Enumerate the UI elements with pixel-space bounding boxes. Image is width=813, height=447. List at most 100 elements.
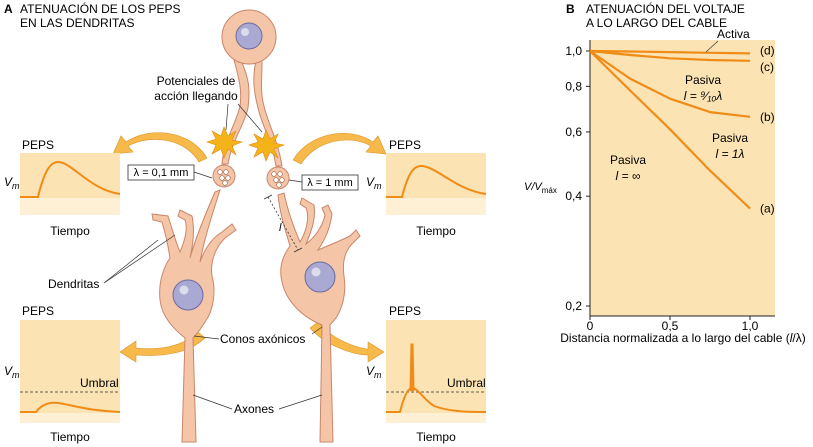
nucleus-icon bbox=[304, 261, 336, 293]
leader-axons-left bbox=[192, 394, 233, 410]
y-tick-label: 0,6 bbox=[565, 125, 582, 139]
panel-b-title-line2: A LO LARGO DEL CABLE bbox=[586, 16, 727, 30]
y-tick-label: 1,0 bbox=[565, 44, 582, 58]
series-label-c: (c) bbox=[760, 60, 774, 74]
leader-cones-left bbox=[193, 335, 220, 340]
bouton-left bbox=[212, 164, 236, 188]
graph-panel bbox=[20, 320, 120, 423]
panel-b: B ATENUACIÓN DEL VOLTAJE A LO LARGO DEL … bbox=[524, 1, 806, 345]
epsp-trace bbox=[386, 386, 487, 413]
graph-ylabel: Vm bbox=[366, 175, 382, 191]
spark-icon-left bbox=[206, 126, 244, 159]
nucleus-highlight-icon bbox=[311, 267, 321, 277]
length-label: l bbox=[279, 222, 282, 234]
chart-ylabel: V/Vmáx bbox=[524, 181, 557, 195]
leader-cones-right bbox=[311, 326, 323, 335]
graph-baseline-band bbox=[20, 413, 120, 423]
series-line-b bbox=[589, 50, 751, 118]
label-pasiva-b: Pasiva bbox=[712, 131, 748, 145]
chart-y-ticks: 1,0 0,8 0,6 0,4 0,2 bbox=[565, 44, 590, 313]
arrow-up-left bbox=[112, 132, 208, 163]
leader-dendrites-2 bbox=[103, 234, 176, 284]
panel-a-title-line1: ATENUACIÓN DE LOS PEPS bbox=[20, 1, 180, 16]
label-potentials-line2: acción llegando bbox=[154, 89, 238, 103]
label-pasiva-a-eq: l = ∞ bbox=[616, 169, 641, 183]
graph-title: PEPS bbox=[389, 138, 421, 152]
epsp-trace bbox=[20, 160, 121, 198]
threshold-label-right: Umbral bbox=[447, 376, 486, 390]
epsp-trace bbox=[20, 401, 121, 413]
y-tick-label: 0,4 bbox=[565, 189, 582, 203]
chart-x-ticks: 0 0,5 1,0 bbox=[587, 316, 759, 333]
series-line-d bbox=[589, 49, 751, 55]
series-label-d: (d) bbox=[760, 43, 775, 57]
epsp-graph-bottom-left: PEPS Vm Tiempo bbox=[4, 304, 121, 444]
nucleus-icon bbox=[172, 279, 204, 311]
graph-ylabel: Vm bbox=[366, 364, 382, 380]
graph-baseline-band bbox=[20, 198, 120, 215]
chart-xlabel: Distancia normalizada a lo largo del cab… bbox=[560, 331, 805, 345]
label-dendrites: Dendritas bbox=[48, 277, 99, 291]
label-potentials-line1: Potenciales de bbox=[157, 74, 236, 88]
chart-plot-area bbox=[590, 40, 775, 316]
y-tick-label: 0,2 bbox=[565, 299, 582, 313]
panel-a: A ATENUACIÓN DE LOS PEPS EN LAS DENDRITA… bbox=[4, 1, 487, 444]
series-label-b: (b) bbox=[760, 110, 775, 124]
graph-baseline-band bbox=[386, 413, 486, 423]
graph-baseline-band bbox=[386, 198, 486, 215]
lambda-left-box bbox=[127, 164, 195, 181]
series-line-c bbox=[589, 49, 751, 62]
postsynaptic-neuron-left bbox=[151, 189, 237, 443]
series-line-a bbox=[589, 50, 751, 210]
spark-icon-right bbox=[248, 129, 286, 162]
leader-potentials-right bbox=[237, 103, 263, 133]
panel-b-letter: B bbox=[566, 2, 575, 16]
lambda-left-leader bbox=[193, 171, 213, 179]
arrow-up-right bbox=[292, 132, 387, 165]
leader-activa bbox=[705, 40, 719, 53]
lambda-right-leader bbox=[288, 179, 303, 183]
y-tick-label: 0,8 bbox=[565, 79, 582, 93]
leader-dendrites-1 bbox=[103, 239, 159, 284]
epsp-graph-top-right: PEPS Vm Tiempo bbox=[366, 138, 487, 238]
graph-title: PEPS bbox=[389, 304, 421, 318]
label-pasiva-b-eq: l = 1λ bbox=[716, 147, 745, 161]
panel-a-title-line2: EN LAS DENDRITAS bbox=[20, 16, 134, 30]
graph-xlabel: Tiempo bbox=[50, 224, 90, 238]
leader-axons-right bbox=[278, 394, 323, 410]
label-pasiva-c-eq: l = ⁹⁄₁₀λ bbox=[684, 89, 723, 103]
label-pasiva-a: Pasiva bbox=[610, 153, 646, 167]
label-activa: Activa bbox=[717, 27, 750, 41]
label-axons: Axones bbox=[234, 402, 274, 416]
leader-potentials-left bbox=[225, 103, 229, 131]
bouton-right bbox=[266, 166, 290, 190]
nucleus-highlight-icon bbox=[241, 28, 249, 36]
label-pasiva-c: Pasiva bbox=[685, 73, 721, 87]
x-tick-label: 0 bbox=[587, 319, 594, 333]
graph-ylabel: Vm bbox=[4, 175, 20, 191]
graph-ylabel: Vm bbox=[4, 364, 20, 380]
threshold-label-left: Umbral bbox=[80, 376, 119, 390]
nucleus-icon bbox=[235, 22, 263, 50]
lambda-right-box bbox=[301, 174, 359, 191]
panel-b-title-line1: ATENUACIÓN DEL VOLTAJE bbox=[586, 1, 745, 16]
epsp-graph-bottom-right: PEPS Vm Tiempo bbox=[366, 304, 487, 444]
chart-series: (d) (c) (b) (a) bbox=[589, 43, 775, 216]
graph-title: PEPS bbox=[22, 304, 54, 318]
nucleus-highlight-icon bbox=[179, 285, 189, 295]
graph-xlabel: Tiempo bbox=[416, 224, 456, 238]
panel-a-letter: A bbox=[4, 2, 13, 16]
series-label-a: (a) bbox=[760, 202, 775, 216]
graph-xlabel: Tiempo bbox=[50, 430, 90, 444]
label-cones: Conos axónicos bbox=[220, 332, 305, 346]
length-indicator bbox=[263, 194, 303, 253]
epsp-graph-top-left: PEPS Vm Tiempo bbox=[4, 138, 121, 238]
spark-icons bbox=[206, 126, 286, 162]
postsynaptic-neuron-right bbox=[277, 192, 361, 443]
lambda-right-label: λ = 1 mm bbox=[307, 177, 353, 189]
x-tick-label: 0,5 bbox=[662, 319, 679, 333]
graph-title: PEPS bbox=[22, 138, 54, 152]
x-tick-label: 1,0 bbox=[742, 319, 759, 333]
epsp-trace bbox=[386, 164, 487, 198]
